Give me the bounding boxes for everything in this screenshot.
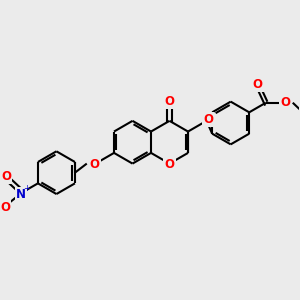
Text: N: N (16, 188, 26, 201)
Text: O: O (89, 158, 100, 171)
Text: O: O (252, 78, 262, 91)
Text: +: + (24, 184, 31, 193)
Text: O: O (1, 170, 11, 183)
Text: O: O (164, 95, 175, 108)
Text: O: O (0, 201, 10, 214)
Text: O: O (203, 113, 213, 126)
Text: O: O (164, 158, 175, 171)
Text: O: O (280, 96, 290, 109)
